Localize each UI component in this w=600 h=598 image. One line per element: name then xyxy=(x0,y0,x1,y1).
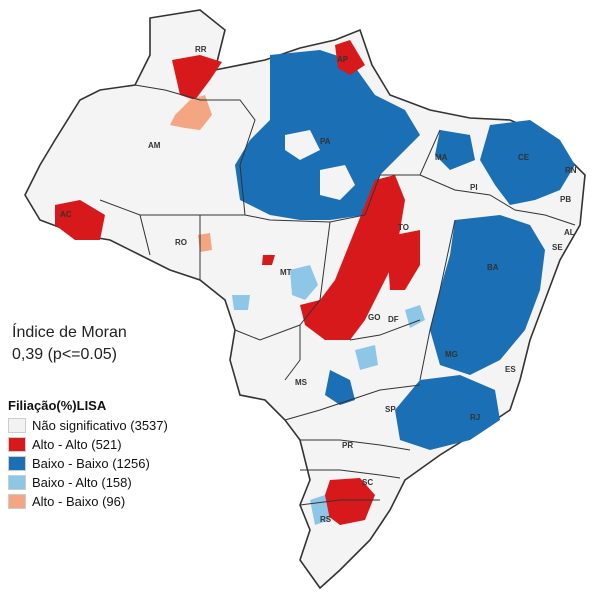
state-label-ce: CE xyxy=(518,153,530,162)
state-label-pr: PR xyxy=(342,441,353,450)
state-boundaries xyxy=(99,84,576,506)
legend-label: Baixo - Alto (158) xyxy=(32,475,132,490)
legend-item: Baixo - Alto (158) xyxy=(8,473,168,492)
state-label-mg: MG xyxy=(445,350,458,359)
legend: Filiação(%)LISA Não significativo (3537)… xyxy=(8,398,168,511)
state-labels: RR AP AM PA MA CE RN PB PI AL SE AC RO T… xyxy=(60,45,577,524)
state-label-go: GO xyxy=(368,313,380,322)
state-label-mt: MT xyxy=(280,268,292,277)
state-label-rr: RR xyxy=(195,45,207,54)
state-label-se: SE xyxy=(552,243,563,252)
state-label-es: ES xyxy=(505,365,516,374)
state-label-ms: MS xyxy=(295,378,308,387)
state-label-rn: RN xyxy=(565,166,577,175)
moran-value: 0,39 (p<=0.05) xyxy=(12,346,117,363)
state-label-ac: AC xyxy=(60,210,72,219)
cluster-baixo-baixo xyxy=(235,50,575,450)
legend-item: Não significativo (3537) xyxy=(8,416,168,435)
legend-label: Não significativo (3537) xyxy=(32,418,168,433)
state-label-rj: RJ xyxy=(470,413,480,422)
moran-index: Índice de Moran 0,39 (p<=0.05) xyxy=(12,322,127,366)
state-label-pa: PA xyxy=(320,137,331,146)
moran-title: Índice de Moran xyxy=(12,324,127,341)
legend-swatch xyxy=(8,494,26,509)
cluster-alto-baixo xyxy=(170,95,212,252)
legend-title: Filiação(%)LISA xyxy=(8,398,107,413)
state-label-pi: PI xyxy=(470,183,478,192)
legend-label: Baixo - Baixo (1256) xyxy=(32,456,150,471)
legend-swatch xyxy=(8,418,26,433)
legend-item: Alto - Alto (521) xyxy=(8,435,168,454)
state-label-am: AM xyxy=(148,141,161,150)
state-label-rs: RS xyxy=(320,515,332,524)
state-label-pb: PB xyxy=(560,195,571,204)
legend-item: Alto - Baixo (96) xyxy=(8,492,168,511)
state-label-ap: AP xyxy=(337,55,349,64)
state-label-al: AL xyxy=(564,228,575,237)
cluster-baixo-alto xyxy=(232,265,425,525)
state-label-sp: SP xyxy=(385,405,396,414)
state-label-ro: RO xyxy=(175,238,187,247)
legend-swatch xyxy=(8,437,26,452)
cluster-alto-alto xyxy=(55,40,420,525)
legend-label: Alto - Baixo (96) xyxy=(32,494,126,509)
legend-item: Baixo - Baixo (1256) xyxy=(8,454,168,473)
legend-label: Alto - Alto (521) xyxy=(32,437,122,452)
state-label-df: DF xyxy=(388,315,399,324)
state-label-sc: SC xyxy=(362,478,373,487)
legend-swatch xyxy=(8,456,26,471)
state-label-ba: BA xyxy=(487,263,499,272)
legend-swatch xyxy=(8,475,26,490)
state-label-ma: MA xyxy=(435,153,448,162)
state-label-to: TO xyxy=(398,223,409,232)
